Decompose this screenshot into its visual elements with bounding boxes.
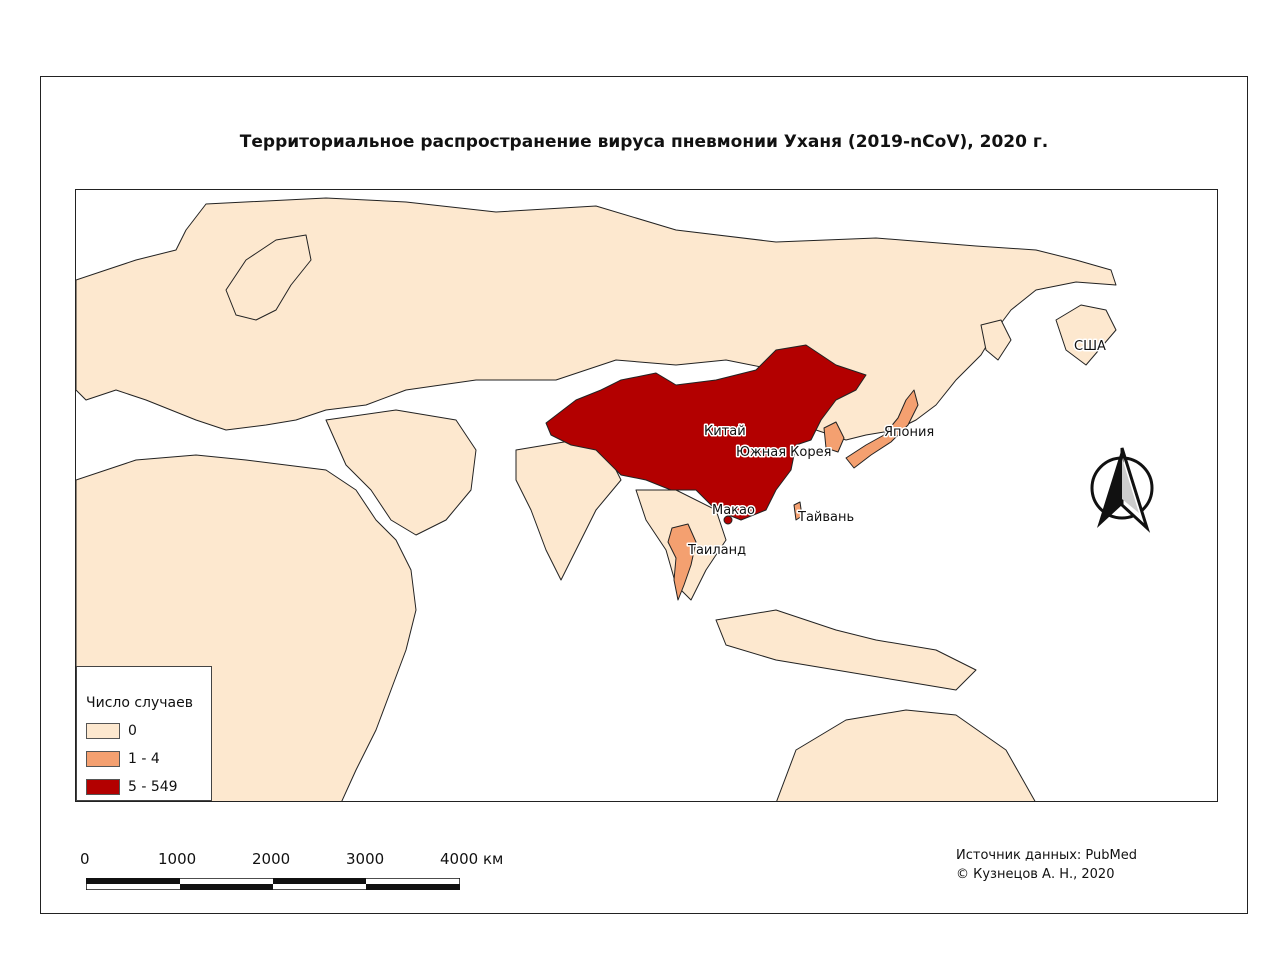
macao-region bbox=[723, 515, 733, 525]
scale-tick-2000: 2000 bbox=[252, 850, 291, 868]
alaska bbox=[1055, 304, 1117, 366]
source-note: Источник данных: PubMed © Кузнецов А. Н.… bbox=[956, 846, 1137, 884]
label-usa: США bbox=[1074, 339, 1106, 354]
source-line-1: Источник данных: PubMed bbox=[956, 848, 1138, 863]
legend: Число случаев 0 1 - 4 5 - 549 bbox=[76, 666, 212, 801]
kamchatka bbox=[980, 319, 1012, 361]
label-macao: Макао bbox=[712, 503, 755, 518]
maritime-se-asia bbox=[715, 609, 977, 691]
middle-east bbox=[325, 409, 477, 536]
legend-swatch-zero bbox=[86, 723, 120, 739]
legend-item-high: 5 - 549 bbox=[86, 777, 178, 797]
taiwan-region bbox=[793, 501, 803, 521]
scandinavia bbox=[225, 234, 312, 321]
map-svg: Китай Южная Корея Япония Макао Тайвань Т… bbox=[76, 197, 1117, 801]
scale-tick-3000: 3000 bbox=[346, 850, 385, 868]
japan-region bbox=[845, 389, 919, 469]
legend-label-high: 5 - 549 bbox=[128, 779, 178, 795]
legend-swatch-low bbox=[86, 751, 120, 767]
map-title: Территориальное распространение вируса п… bbox=[239, 132, 1049, 152]
north-arrow-icon bbox=[1090, 447, 1154, 533]
source-line-2: © Кузнецов А. Н., 2020 bbox=[956, 867, 1115, 882]
china-region bbox=[545, 344, 867, 521]
legend-item-zero: 0 bbox=[86, 721, 137, 741]
legend-label-zero: 0 bbox=[128, 723, 137, 739]
scale-tick-1000: 1000 bbox=[158, 850, 197, 868]
legend-item-low: 1 - 4 bbox=[86, 749, 160, 769]
label-japan: Япония bbox=[884, 425, 934, 440]
india bbox=[515, 439, 622, 581]
scale-bar bbox=[86, 878, 460, 890]
map-layout-frame bbox=[40, 76, 1248, 914]
map-canvas[interactable]: Китай Южная Корея Япония Макао Тайвань Т… bbox=[75, 189, 1218, 802]
scale-tick-0: 0 bbox=[80, 850, 90, 868]
label-thailand: Таиланд bbox=[687, 543, 746, 558]
legend-label-low: 1 - 4 bbox=[128, 751, 160, 767]
thailand-region bbox=[667, 523, 697, 601]
label-korea: Южная Корея bbox=[736, 445, 831, 460]
legend-swatch-high bbox=[86, 779, 120, 795]
label-china: Китай bbox=[704, 424, 746, 439]
scale-tick-4000: 4000 км bbox=[440, 850, 504, 868]
label-taiwan: Тайвань bbox=[797, 510, 854, 525]
australia bbox=[776, 709, 1036, 801]
legend-title: Число случаев bbox=[86, 695, 194, 711]
korea-region bbox=[823, 421, 845, 453]
